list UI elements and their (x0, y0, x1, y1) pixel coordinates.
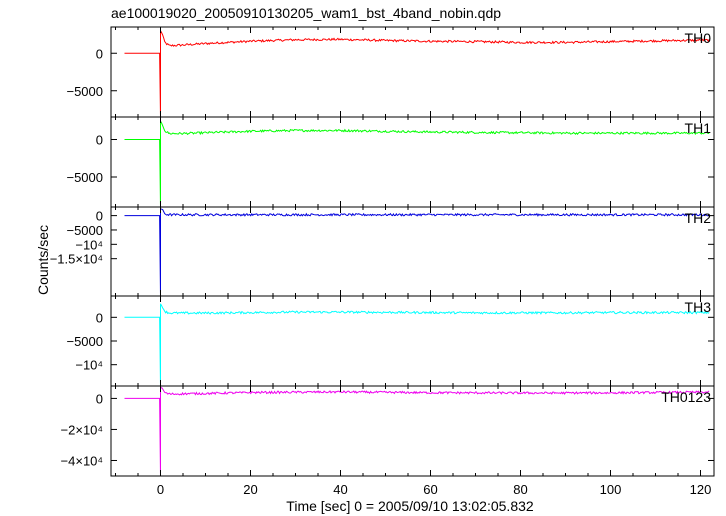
y-tick-label: 0 (96, 46, 103, 61)
panel-label-th0: TH0 (685, 30, 712, 46)
y-tick-label: −10⁴ (75, 237, 103, 252)
x-tick-label: 80 (513, 482, 527, 497)
y-tick-label: −5000 (66, 84, 103, 99)
y-tick-label: −2×10⁴ (61, 422, 103, 437)
panel-frame-th2 (110, 206, 715, 297)
panel-frame-th3 (110, 295, 715, 387)
series-line-th2 (124, 207, 710, 297)
x-tick-label: 20 (243, 482, 257, 497)
panel-label-th2: TH2 (685, 210, 712, 226)
panel-label-th1: TH1 (685, 120, 712, 136)
y-tick-label: 0 (96, 133, 103, 148)
series-line-th1 (124, 120, 710, 208)
y-tick-label: 0 (96, 209, 103, 224)
x-tick-label: 40 (333, 482, 347, 497)
y-tick-label: 0 (96, 310, 103, 325)
x-tick-label: 0 (157, 482, 164, 497)
y-tick-label: 0 (96, 391, 103, 406)
y-tick-label: −5000 (66, 334, 103, 349)
y-tick-label: −5000 (66, 170, 103, 185)
series-line-th0 (124, 29, 710, 118)
y-tick-label: −4×10⁴ (61, 453, 103, 468)
chart-panels: 0−5000TH00−5000TH10−5000−10⁴−1.5×10⁴TH20… (50, 26, 715, 497)
x-tick-label: 120 (690, 482, 712, 497)
y-tick-label: −5000 (66, 223, 103, 238)
panel-frame-th0123 (110, 385, 715, 477)
series-line-th3 (124, 303, 710, 387)
chart-title: ae100019020_20050910130205_wam1_bst_4ban… (111, 5, 501, 21)
x-tick-label: 100 (600, 482, 622, 497)
y-axis-label: Counts/sec (35, 225, 51, 295)
y-tick-label: −1.5×10⁴ (50, 252, 103, 267)
series-line-th0123 (124, 385, 710, 477)
panel-frame-th1 (110, 116, 715, 208)
y-tick-label: −10⁴ (75, 358, 103, 373)
x-axis-label: Time [sec] 0 = 2005/09/10 13:02:05.832 (286, 498, 534, 514)
panel-label-th0123: TH0123 (661, 389, 711, 405)
x-tick-label: 60 (423, 482, 437, 497)
panel-label-th3: TH3 (685, 299, 712, 315)
